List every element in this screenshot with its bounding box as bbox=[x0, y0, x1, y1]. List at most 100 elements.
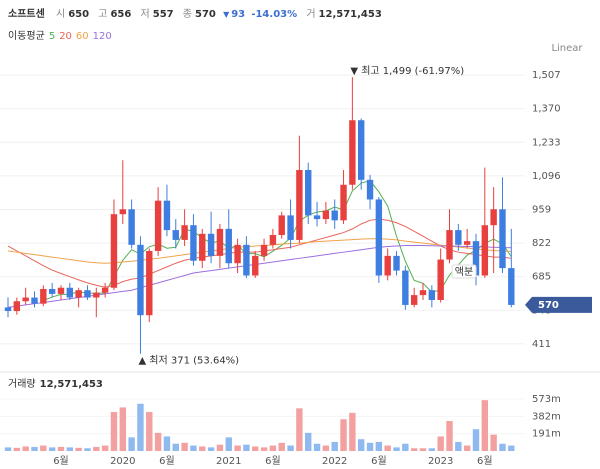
volume-bar bbox=[234, 445, 241, 451]
volume-bar bbox=[463, 445, 471, 451]
volume-bar bbox=[101, 445, 109, 451]
volume-bar bbox=[119, 407, 126, 451]
x-tick-label: 6월 bbox=[477, 455, 493, 467]
candle-body bbox=[340, 184, 347, 221]
candle-body bbox=[463, 241, 471, 245]
candle-body bbox=[269, 235, 277, 245]
candle-body bbox=[163, 200, 171, 231]
candle-body bbox=[181, 225, 188, 240]
volume-bar bbox=[93, 446, 100, 451]
candle-body bbox=[410, 295, 418, 305]
candle-body bbox=[243, 244, 250, 276]
volume-bar bbox=[331, 441, 338, 451]
ma-legend-item: 60 bbox=[76, 31, 89, 42]
moving-average-line bbox=[7, 218, 512, 288]
volume-bar bbox=[66, 447, 74, 451]
candle-body bbox=[101, 287, 109, 293]
volume-bar bbox=[322, 445, 330, 451]
candle-body bbox=[375, 199, 383, 276]
candle-body bbox=[331, 210, 338, 221]
volume-bar bbox=[269, 445, 277, 451]
y-tick-label: 685 bbox=[532, 272, 551, 283]
high-annotation: ▼ 최고 1,499 (-61.97%) bbox=[350, 65, 464, 77]
volume-bar bbox=[84, 448, 91, 451]
candle-body bbox=[296, 170, 303, 240]
candle-body bbox=[393, 255, 400, 271]
candle-body bbox=[419, 290, 427, 296]
low-annotation: ▲ 최저 371 (53.64%) bbox=[138, 355, 239, 367]
high-value: 656 bbox=[110, 9, 131, 20]
candle-body bbox=[172, 230, 179, 240]
volume-title-text: 거래량 bbox=[8, 378, 36, 390]
candle-body bbox=[199, 233, 206, 261]
volume-bar bbox=[419, 448, 427, 451]
volume-bar bbox=[349, 412, 356, 451]
moving-average-line bbox=[7, 245, 512, 308]
x-tick-label: 2020 bbox=[110, 456, 135, 467]
volume-bar bbox=[428, 448, 436, 451]
volume-bar bbox=[313, 443, 321, 451]
volume-bar bbox=[366, 442, 374, 451]
volume-bar bbox=[22, 446, 29, 451]
change-pct: -14.03% bbox=[251, 9, 297, 20]
header: 소프트센 시 650 고 656 저 557 종 570 ▼ 93 -14.03% 거 12… bbox=[8, 7, 382, 20]
candle-body bbox=[252, 255, 259, 276]
candle-body bbox=[216, 228, 224, 256]
volume-bar bbox=[252, 446, 259, 451]
x-tick-label: 2023 bbox=[428, 456, 453, 467]
candle-body bbox=[137, 244, 144, 316]
candle-body bbox=[349, 120, 356, 185]
candle-body bbox=[57, 287, 65, 294]
stock-name: 소프트센 bbox=[8, 7, 45, 20]
volume-bar bbox=[128, 437, 135, 451]
current-price-label: 570 bbox=[538, 300, 559, 311]
volume-bar bbox=[31, 446, 38, 451]
volume-bar bbox=[40, 445, 47, 451]
volume-bar bbox=[358, 439, 365, 451]
volume-tick-label: 573m bbox=[532, 394, 561, 405]
scale-toggle[interactable]: Linear bbox=[551, 43, 583, 54]
candle-body bbox=[119, 209, 126, 215]
volume-bar bbox=[199, 446, 206, 451]
candle-body bbox=[287, 215, 294, 240]
y-tick-label: 959 bbox=[532, 205, 551, 216]
x-tick-label: 2022 bbox=[322, 456, 347, 467]
candle-body bbox=[499, 209, 506, 269]
candle-body bbox=[13, 301, 21, 312]
candle-body bbox=[472, 241, 480, 276]
candle-body bbox=[260, 244, 268, 256]
volume-bar bbox=[190, 445, 197, 451]
y-tick-label: 1,233 bbox=[532, 137, 561, 148]
volume-bar bbox=[410, 448, 418, 451]
candle-body bbox=[128, 209, 135, 245]
volume-bar bbox=[296, 408, 303, 451]
ma-legend-item: 5 bbox=[49, 31, 55, 42]
current-price-badge bbox=[525, 296, 592, 313]
volume-tick-label: 382m bbox=[532, 411, 561, 422]
volume-bar bbox=[384, 445, 391, 451]
volume-bar bbox=[260, 447, 268, 451]
volume-bar bbox=[278, 442, 285, 451]
candle-body bbox=[428, 290, 436, 301]
candle-body bbox=[455, 230, 462, 245]
volume-bar bbox=[172, 443, 179, 451]
candle-body bbox=[93, 292, 100, 298]
candle-body bbox=[190, 225, 197, 261]
ma-legend: 이동평균 5 20 60 120 bbox=[8, 30, 112, 42]
close-label: 종 bbox=[183, 8, 192, 20]
low-value: 557 bbox=[153, 9, 174, 20]
volume-bar bbox=[154, 432, 162, 451]
volume-bar bbox=[375, 441, 383, 451]
x-tick-label: 6월 bbox=[371, 455, 387, 467]
volume-label: 거 bbox=[306, 8, 315, 20]
volume-bar bbox=[163, 436, 171, 451]
volume-bar bbox=[13, 447, 21, 451]
candle-body bbox=[490, 209, 497, 226]
x-tick-label: 6월 bbox=[159, 455, 175, 467]
change: 93 bbox=[231, 9, 245, 20]
candle-body bbox=[4, 307, 12, 312]
ma-title: 이동평균 bbox=[8, 30, 45, 42]
candle-body bbox=[84, 290, 91, 298]
